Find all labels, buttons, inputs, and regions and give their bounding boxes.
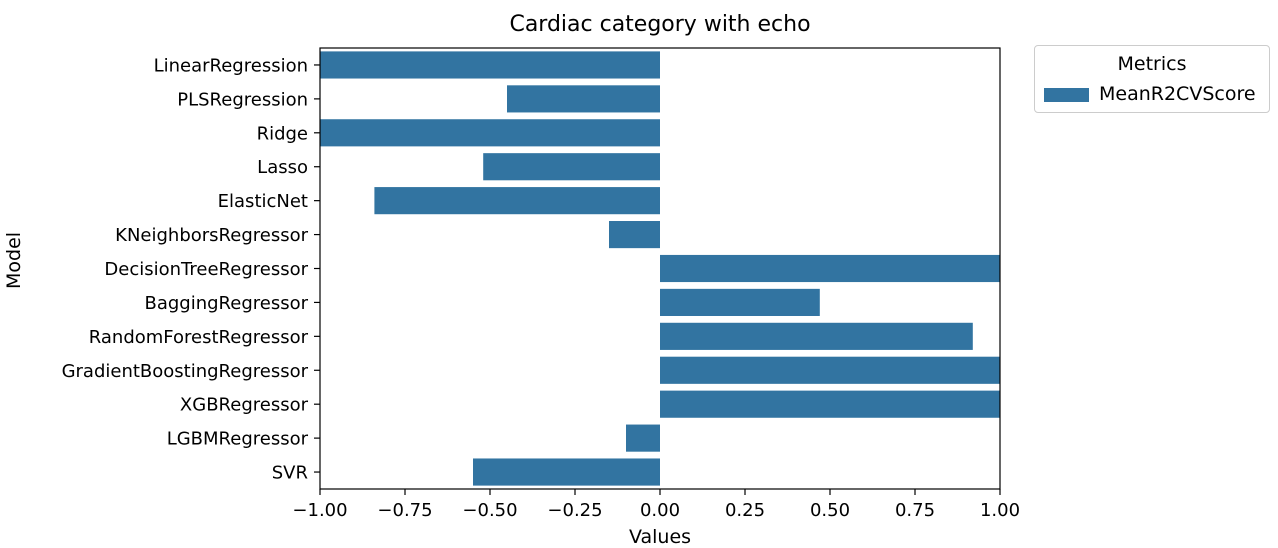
y-tick-label: KNeighborsRegressor [115,225,308,246]
x-tick-label: −0.50 [462,500,517,521]
y-tick-label: RandomForestRegressor [89,327,309,348]
bar-BaggingRegressor [660,288,820,316]
x-axis-label: Values [628,526,692,548]
chart-title: Cardiac category with echo [509,12,811,37]
x-tick-label: 0.75 [895,500,935,521]
bar-GradientBoostingRegressor [660,356,1000,384]
x-tick-label: 0.50 [810,500,850,521]
y-tick-label: LGBMRegressor [167,429,309,450]
x-tick-label: 1.00 [980,500,1020,521]
y-axis-label: Model [3,231,25,289]
legend: Metrics MeanR2CVScore [1034,45,1270,113]
y-tick-label: GradientBoostingRegressor [62,361,309,382]
legend-label: MeanR2CVScore [1099,83,1256,105]
legend-title: Metrics [1117,53,1187,75]
y-tick-label: XGBRegressor [180,395,309,416]
y-tick-label: SVR [272,463,308,484]
bar-KNeighborsRegressor [609,221,660,249]
y-tick-label: Lasso [257,157,308,178]
y-tick-label: ElasticNet [218,191,308,212]
plot-frame [319,47,1001,490]
bar-DecisionTreeRegressor [660,254,1000,283]
y-tick-label: BaggingRegressor [144,293,308,314]
x-tick-label: −1.00 [292,500,347,521]
bar-LinearRegression [320,51,660,79]
bar-Ridge [320,119,660,147]
y-tick-label: PLSRegression [177,89,308,110]
bar-Lasso [483,153,660,181]
x-tick-label: 0.00 [640,500,680,521]
x-tick-label: 0.25 [725,500,765,521]
bar-LGBMRegressor [626,424,660,452]
bar-ElasticNet [374,187,660,215]
bar-PLSRegression [507,85,660,113]
bar-XGBRegressor [660,390,1000,418]
y-tick-label: DecisionTreeRegressor [104,259,308,280]
y-tick-label: Ridge [257,123,308,144]
legend-swatch [1044,88,1089,102]
x-tick-label: −0.75 [377,500,432,521]
bar-RandomForestRegressor [660,322,973,350]
x-tick-label: −0.25 [547,500,602,521]
bar-SVR [473,458,660,486]
y-tick-label: LinearRegression [154,55,308,76]
